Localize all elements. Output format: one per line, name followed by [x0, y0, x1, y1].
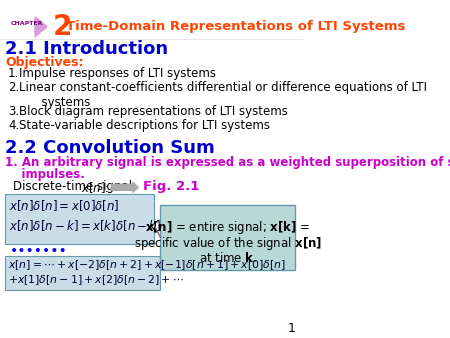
FancyBboxPatch shape	[5, 256, 160, 290]
Text: 3.: 3.	[8, 105, 19, 118]
Text: Block diagram representations of LTI systems: Block diagram representations of LTI sys…	[19, 105, 288, 118]
Text: 2.1 Introduction: 2.1 Introduction	[5, 40, 168, 58]
Text: $\bf{x[n]}$ = entire signal; $\bf{x[k]}$ =: $\bf{x[n]}$ = entire signal; $\bf{x[k]}$…	[145, 219, 310, 236]
Text: $x[n]\delta[n]=x[0]\delta[n]$: $x[n]\delta[n]=x[0]\delta[n]$	[9, 198, 120, 213]
FancyBboxPatch shape	[160, 205, 295, 270]
Text: specific value of the signal $\bf{x[n]}$: specific value of the signal $\bf{x[n]}$	[134, 235, 322, 252]
Text: Time-Domain Representations of LTI Systems: Time-Domain Representations of LTI Syste…	[66, 20, 405, 33]
Text: Discrete-time signal: Discrete-time signal	[13, 180, 136, 193]
Text: 2: 2	[53, 13, 72, 41]
Text: impulses.: impulses.	[5, 168, 85, 180]
Text: Objectives:: Objectives:	[5, 55, 84, 69]
Text: $x[n]=\cdots+x[-2]\delta[n+2]+x[-1]\delta[n+1]+x[0]\delta[n]$: $x[n]=\cdots+x[-2]\delta[n+2]+x[-1]\delt…	[8, 258, 286, 271]
Text: Linear constant-coefficients differential or difference equations of LTI
      s: Linear constant-coefficients differentia…	[19, 81, 427, 109]
Text: $x[n]\delta[n-k]=x[k]\delta[n-k]$: $x[n]\delta[n-k]=x[k]\delta[n-k]$	[9, 218, 162, 233]
Text: •••••••: •••••••	[9, 244, 67, 258]
Text: 1. An arbitrary signal is expressed as a weighted superposition of shifted: 1. An arbitrary signal is expressed as a…	[5, 155, 450, 169]
Text: 1.: 1.	[8, 67, 19, 80]
Text: $+x[1]\delta[n-1]+x[2]\delta[n-2]+\cdots$: $+x[1]\delta[n-1]+x[2]\delta[n-2]+\cdots…	[8, 273, 184, 287]
FancyBboxPatch shape	[5, 194, 153, 244]
Text: CHAPTER: CHAPTER	[11, 21, 43, 26]
Text: 1: 1	[288, 322, 295, 335]
Text: $x[n]$:: $x[n]$:	[81, 180, 109, 195]
Text: State-variable descriptions for LTI systems: State-variable descriptions for LTI syst…	[19, 119, 270, 132]
Text: 4.: 4.	[8, 119, 19, 132]
FancyArrow shape	[111, 183, 138, 192]
Text: at time $\bf{k}$.: at time $\bf{k}$.	[199, 251, 257, 265]
Text: 2.: 2.	[8, 81, 19, 94]
Text: Fig. 2.1: Fig. 2.1	[143, 180, 199, 193]
Polygon shape	[35, 17, 47, 37]
Text: Impulse responses of LTI systems: Impulse responses of LTI systems	[19, 67, 216, 80]
Text: 2.2 Convolution Sum: 2.2 Convolution Sum	[5, 139, 215, 157]
